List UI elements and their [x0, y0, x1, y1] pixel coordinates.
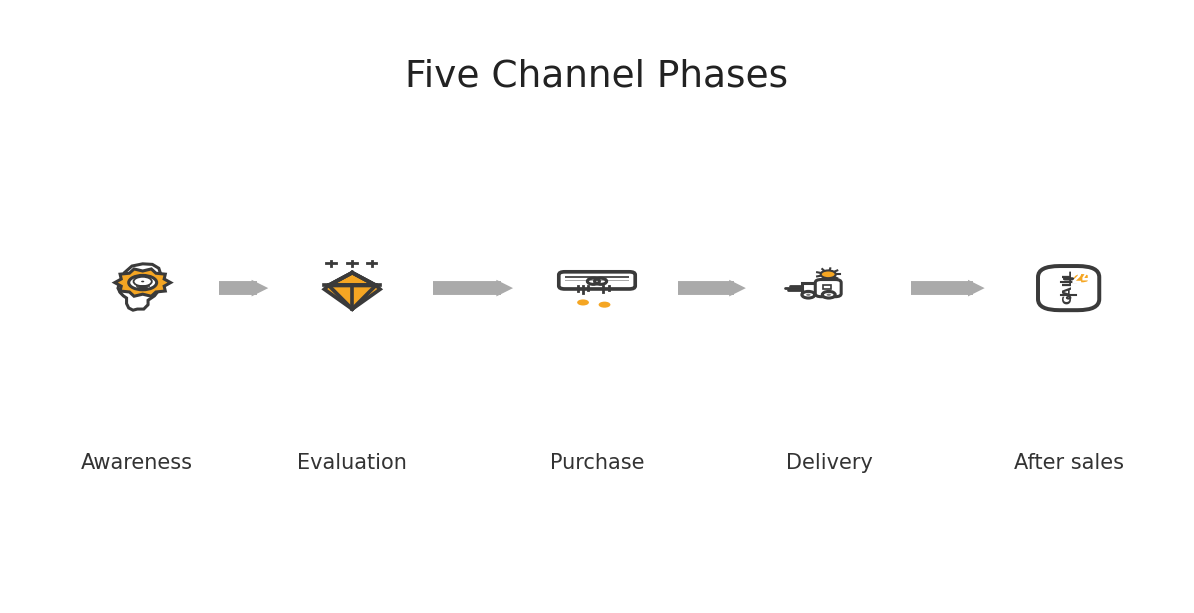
Circle shape	[823, 291, 835, 298]
Text: Evaluation: Evaluation	[297, 453, 407, 473]
Circle shape	[806, 294, 811, 296]
Circle shape	[147, 305, 149, 306]
Circle shape	[147, 304, 149, 305]
Circle shape	[134, 277, 152, 286]
Text: CALL: CALL	[1061, 270, 1075, 305]
Circle shape	[1075, 274, 1090, 283]
FancyBboxPatch shape	[1063, 277, 1075, 281]
Circle shape	[826, 294, 831, 296]
Text: Five Channel Phases: Five Channel Phases	[406, 59, 788, 94]
Polygon shape	[328, 273, 376, 286]
Text: Purchase: Purchase	[549, 453, 645, 473]
Text: Delivery: Delivery	[787, 453, 873, 473]
Circle shape	[1073, 278, 1075, 280]
Circle shape	[147, 300, 149, 301]
Circle shape	[598, 302, 610, 308]
Circle shape	[802, 291, 814, 298]
Polygon shape	[1076, 281, 1083, 283]
Circle shape	[141, 281, 144, 283]
Bar	[802, 283, 821, 294]
Text: Awareness: Awareness	[81, 453, 193, 473]
Polygon shape	[115, 269, 171, 296]
Text: After sales: After sales	[1014, 453, 1124, 473]
Polygon shape	[325, 286, 380, 309]
Circle shape	[129, 275, 156, 290]
Circle shape	[820, 270, 836, 278]
Circle shape	[1066, 297, 1071, 299]
FancyBboxPatch shape	[816, 280, 841, 297]
Bar	[565, 280, 629, 281]
Circle shape	[577, 299, 589, 305]
FancyBboxPatch shape	[559, 272, 635, 289]
Text: 24: 24	[1071, 269, 1094, 287]
Bar	[824, 285, 831, 289]
Circle shape	[147, 301, 149, 302]
FancyBboxPatch shape	[1038, 266, 1100, 310]
Bar	[565, 276, 629, 278]
